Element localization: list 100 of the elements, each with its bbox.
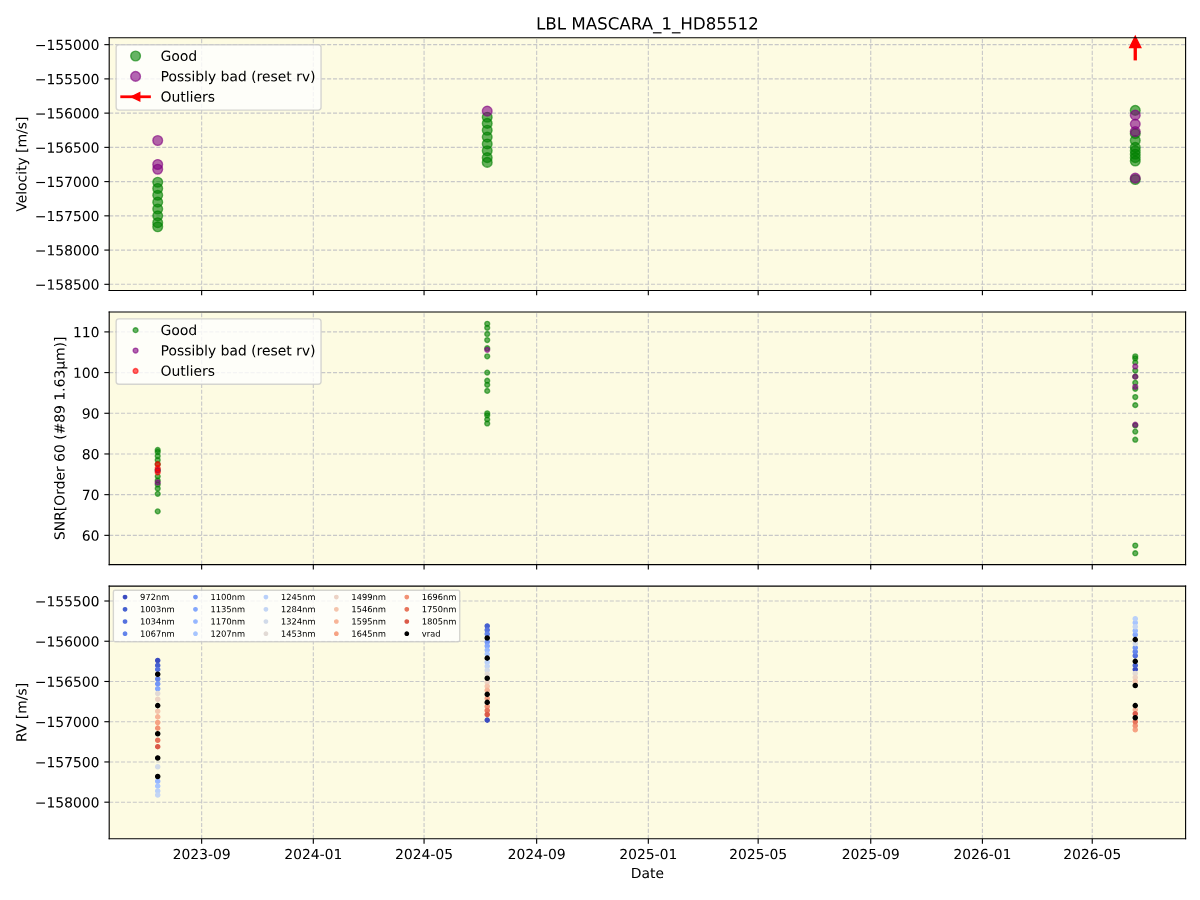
- legend-label: 1067nm: [140, 630, 174, 637]
- point: [154, 719, 161, 726]
- x-tick-label: 2025-09: [842, 848, 899, 860]
- y-tick-label: −156500: [36, 142, 99, 153]
- legend-label: 1034nm: [140, 618, 174, 625]
- point: [1132, 658, 1139, 665]
- y-axis-title: SNR[Order 60 (#89 1.63μm)]: [53, 337, 68, 540]
- legend-label: 1324nm: [281, 618, 315, 625]
- legend-label: 1805nm: [422, 618, 456, 625]
- point: [1129, 109, 1141, 121]
- legend-label: 1135nm: [211, 606, 245, 613]
- y-tick-label: −156000: [36, 636, 99, 647]
- x-tick-label: 2024-01: [285, 848, 342, 860]
- y-tick-label: −157500: [36, 210, 99, 222]
- y-tick-label: −157000: [36, 176, 99, 188]
- point: [484, 387, 491, 395]
- y-tick-label: 60: [82, 530, 99, 541]
- x-tick-label: 2024-05: [396, 848, 452, 860]
- y-tick-label: 80: [82, 448, 99, 460]
- point: [154, 690, 161, 697]
- legend-label: 1696nm: [422, 593, 456, 601]
- point: [1132, 428, 1139, 435]
- point: [484, 320, 491, 327]
- point: [1129, 35, 1142, 49]
- point: [154, 755, 161, 761]
- legend-label: Good: [161, 324, 196, 336]
- y-axis-title: RV [m/s]: [15, 684, 29, 741]
- point: [484, 330, 491, 338]
- point: [484, 655, 490, 661]
- legend-label: 1645nm: [352, 630, 386, 637]
- y-tick-label: 70: [82, 489, 99, 501]
- point: [484, 336, 491, 344]
- y-tick-label: −156500: [36, 676, 99, 687]
- x-tick-label: 2026-05: [1064, 848, 1121, 860]
- point: [484, 369, 491, 376]
- point: [154, 737, 161, 744]
- point: [481, 105, 493, 117]
- legend-label: 1284nm: [281, 606, 315, 613]
- point: [154, 702, 161, 709]
- point: [154, 671, 161, 678]
- legend-label: 1170nm: [211, 618, 245, 625]
- point: [1132, 682, 1139, 689]
- legend-label: 1750nm: [422, 606, 456, 613]
- point: [1132, 623, 1139, 630]
- legend-label: Possibly bad (reset rv): [161, 70, 315, 85]
- y-tick-label: 90: [82, 408, 99, 419]
- point: [1132, 363, 1139, 370]
- x-tick-label: 2025-05: [730, 848, 786, 860]
- point: [154, 490, 161, 497]
- x-tick-label: 2023-09: [173, 848, 230, 860]
- legend-label: 1595nm: [352, 618, 386, 625]
- legend-label: 1207nm: [211, 630, 245, 637]
- point: [484, 667, 490, 673]
- point: [484, 717, 490, 723]
- legend-label: 1003nm: [140, 606, 174, 613]
- point: [1132, 550, 1139, 557]
- point: [1132, 393, 1139, 401]
- point: [154, 783, 161, 789]
- legend-label: Outliers: [161, 365, 215, 376]
- point: [154, 696, 161, 702]
- y-axis-title: Velocity [m/s]: [15, 117, 30, 212]
- legend-label: 1499nm: [352, 593, 386, 601]
- point: [484, 675, 490, 682]
- legend-label: 1546nm: [352, 606, 386, 613]
- point: [152, 163, 164, 175]
- point: [154, 708, 161, 715]
- legend-label: 1453nm: [281, 630, 315, 637]
- legend-label: vrad: [422, 630, 440, 637]
- y-tick-label: −158000: [36, 797, 99, 808]
- legend-label: Outliers: [161, 91, 215, 102]
- legend-label: 1100nm: [211, 593, 245, 601]
- point: [1132, 436, 1139, 443]
- point: [1132, 542, 1139, 549]
- point: [1132, 714, 1139, 721]
- point: [152, 134, 164, 147]
- point: [1132, 402, 1139, 409]
- point: [484, 635, 490, 641]
- point: [154, 725, 161, 731]
- point: [484, 711, 490, 718]
- point: [484, 691, 490, 698]
- y-tick-label: −158000: [36, 245, 99, 256]
- y-tick-label: −157500: [36, 756, 99, 768]
- y-tick-label: −155500: [36, 595, 99, 607]
- point: [154, 685, 161, 692]
- point: [1132, 615, 1139, 622]
- x-tick-label: 2025-01: [620, 848, 677, 860]
- chart-title: LBL MASCARA_1_HD85512: [537, 17, 758, 34]
- y-tick-label: −155000: [36, 39, 99, 51]
- point: [154, 666, 161, 673]
- y-tick-label: 110: [74, 326, 99, 338]
- legend-label: Good: [161, 50, 196, 62]
- point: [154, 763, 161, 770]
- point: [1132, 636, 1139, 643]
- point: [484, 353, 491, 360]
- y-tick-label: −156000: [36, 108, 99, 119]
- point: [154, 714, 161, 720]
- point: [152, 221, 164, 233]
- point: [481, 156, 493, 168]
- x-axis-title: Date: [632, 867, 664, 879]
- point: [1132, 702, 1139, 709]
